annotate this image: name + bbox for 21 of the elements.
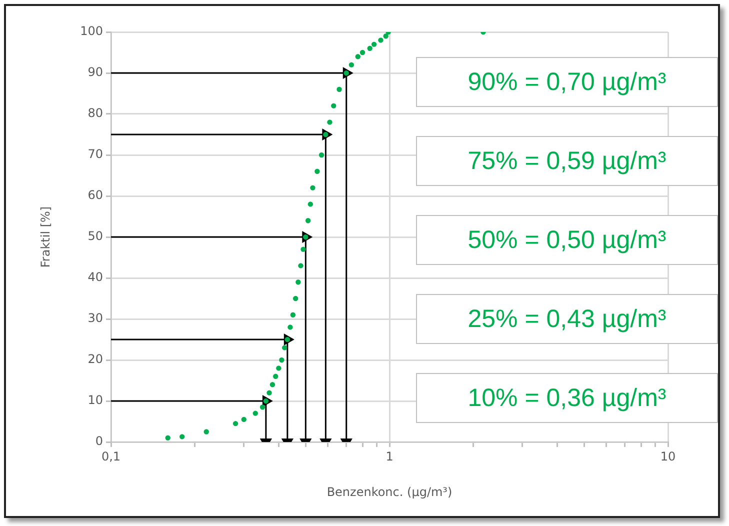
y-tick-label: 50 bbox=[88, 229, 103, 244]
y-tick-label: 90 bbox=[88, 65, 103, 80]
x-tick-label: 10 bbox=[660, 449, 676, 464]
y-tick-label: 80 bbox=[88, 106, 103, 120]
label-box: 10% = 0,36 µg/m³ bbox=[416, 373, 718, 423]
label-box: 75% = 0,59 µg/m³ bbox=[416, 136, 718, 186]
y-tick-label: 100 bbox=[80, 24, 103, 38]
label-box: 25% = 0,43 µg/m³ bbox=[416, 294, 718, 344]
x-axis-title: Benzenkonc. (µg/m³) bbox=[326, 484, 452, 499]
y-tick-label: 70 bbox=[88, 147, 103, 162]
x-tick-label: 0,1 bbox=[101, 449, 121, 464]
y-tick-label: 40 bbox=[88, 270, 103, 284]
y-tick-label: 20 bbox=[88, 352, 103, 366]
y-tick-label: 30 bbox=[88, 311, 103, 326]
label-box: 90% = 0,70 µg/m³ bbox=[416, 57, 718, 107]
x-tick-label: 1 bbox=[386, 449, 394, 464]
y-axis-title: Fraktil [%] bbox=[38, 206, 52, 268]
label-box: 50% = 0,50 µg/m³ bbox=[416, 215, 718, 265]
y-tick-label: 10 bbox=[88, 393, 103, 408]
y-tick-label: 60 bbox=[88, 188, 103, 202]
y-tick-label: 0 bbox=[95, 434, 103, 448]
